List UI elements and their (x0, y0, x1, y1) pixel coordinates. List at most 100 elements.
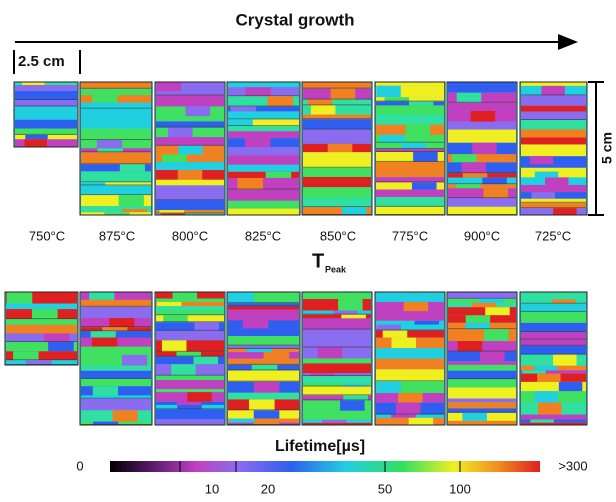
map-spot (541, 86, 564, 96)
map-spot (194, 357, 219, 365)
map-spot (483, 188, 508, 198)
map-spot (545, 177, 568, 185)
map-spot (122, 209, 147, 212)
map-line (15, 99, 77, 100)
map-band (448, 207, 516, 215)
map-spot (178, 170, 203, 180)
map-spot (157, 302, 182, 306)
map-band (448, 122, 516, 130)
map-band (376, 115, 444, 125)
map-band (81, 82, 151, 89)
map-spot (230, 107, 256, 112)
map-band (228, 309, 299, 320)
map-band (156, 116, 224, 121)
map-line (228, 125, 299, 126)
map-band (303, 177, 371, 187)
map-spot (92, 338, 117, 347)
map-spot (391, 415, 416, 418)
map-line (448, 298, 516, 299)
map-band (521, 292, 586, 299)
map-spot (168, 128, 193, 138)
map-spot (455, 184, 480, 188)
map-spot (396, 403, 421, 415)
map-band (303, 198, 371, 208)
map-band (521, 120, 586, 129)
map-line (228, 189, 299, 190)
map-spot (119, 195, 144, 206)
map-spot (553, 208, 576, 215)
map-spot (522, 370, 545, 373)
map-band (228, 82, 299, 87)
map-band (376, 162, 444, 174)
map-line (521, 331, 586, 332)
map-band (376, 82, 444, 86)
map-spot (109, 318, 134, 327)
map-spot (466, 315, 491, 322)
map-line (81, 88, 151, 89)
map-band (448, 399, 516, 403)
map-band (81, 152, 151, 164)
map-line (228, 345, 299, 346)
map-spot (406, 125, 431, 135)
map-line (376, 148, 444, 149)
map-band (228, 370, 299, 381)
map-band (81, 206, 151, 209)
map-line (303, 88, 371, 89)
colorbar-tick-label: 50 (378, 481, 392, 496)
map-line (521, 303, 586, 304)
map-band (448, 103, 516, 111)
map-band (448, 82, 516, 93)
map-line (448, 328, 516, 329)
map-line (303, 394, 371, 395)
map-band (376, 105, 444, 114)
colorbar-max: >300 (558, 458, 587, 473)
map-spot (328, 144, 353, 152)
scale-horizontal: 2.5 cm (18, 53, 65, 70)
map-line (156, 351, 224, 352)
map-band (303, 411, 371, 420)
map-spot (247, 349, 273, 352)
map-band (228, 165, 299, 172)
map-spot (530, 419, 553, 422)
map-line (521, 202, 586, 203)
map-spot (227, 119, 253, 126)
maps (5, 82, 587, 425)
map-spot (48, 342, 74, 351)
map-band (156, 376, 224, 380)
map-band (156, 137, 224, 146)
map-spot (484, 329, 509, 341)
map-spot (186, 106, 211, 116)
map-line (228, 302, 299, 303)
map-spot (318, 348, 343, 359)
map-line (303, 99, 371, 100)
map-line (156, 94, 224, 95)
map-band (228, 155, 299, 165)
map-spot (194, 322, 219, 331)
map-band (376, 348, 444, 359)
map-spot (113, 410, 138, 421)
map-band (15, 85, 77, 91)
map-line (303, 399, 371, 400)
map-spot (32, 309, 58, 319)
map-band (303, 358, 371, 363)
map-line (81, 139, 151, 140)
map-line (303, 386, 371, 387)
map-line (81, 306, 151, 307)
map-band (521, 137, 586, 144)
map-line (156, 145, 224, 146)
temperature-label: 750°C (29, 228, 65, 243)
map-line (521, 345, 586, 346)
map-band (81, 89, 151, 95)
map-line (228, 95, 299, 96)
map-spot (380, 135, 405, 143)
map-band (448, 405, 516, 408)
map-band (81, 399, 151, 411)
map-band (303, 152, 371, 157)
map-line (156, 127, 224, 128)
map-line (156, 408, 224, 409)
map-spot (92, 95, 117, 103)
map-band (521, 415, 586, 420)
map-band (448, 130, 516, 137)
map-band (448, 379, 516, 387)
map-spot (266, 172, 292, 178)
